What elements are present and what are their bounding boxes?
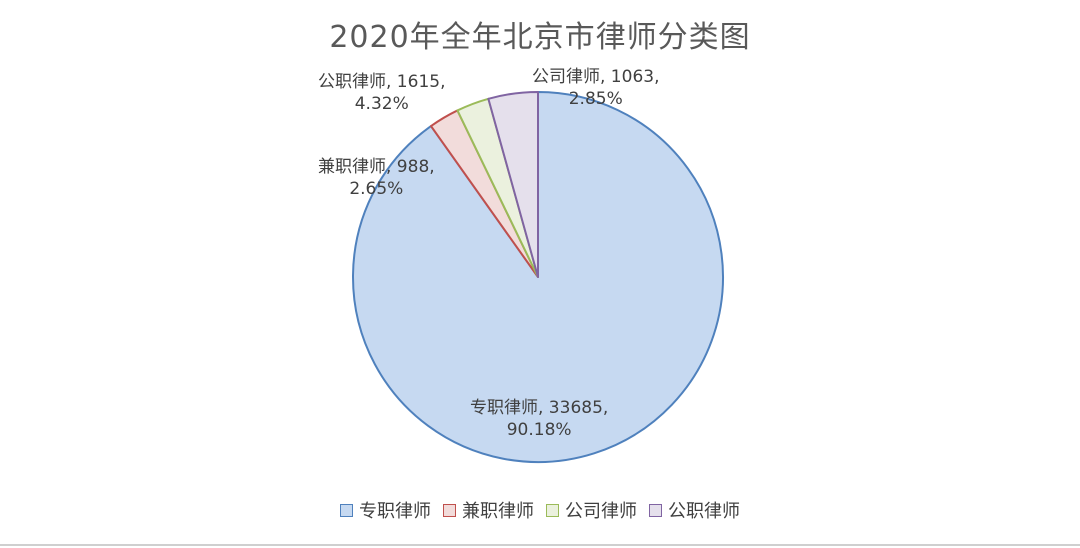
bottom-divider (0, 544, 1080, 546)
pie-slice-public (487, 91, 539, 278)
data-label-corporate-line1: 公司律师, 1063, (532, 67, 660, 87)
legend-swatch-full-time (340, 503, 353, 517)
legend-item-corporate: 公司律师 (546, 497, 637, 523)
legend-item-public: 公职律师 (649, 497, 740, 523)
data-label-public-line2: 4.32% (354, 94, 409, 114)
data-label-full-time: 专职律师, 33685, 90.18% (470, 397, 608, 441)
data-label-full-time-line2: 90.18% (506, 420, 572, 440)
chart-legend: 专职律师 兼职律师 公司律师 公职律师 (0, 497, 1080, 523)
data-label-part-time-line1: 兼职律师, 988, (318, 157, 435, 177)
data-label-part-time-line2: 2.65% (349, 179, 404, 199)
chart-title: 2020年全年北京市律师分类图 (329, 20, 751, 55)
legend-label-part-time: 兼职律师 (462, 501, 534, 522)
data-label-full-time-line1: 专职律师, 33685, (470, 398, 609, 418)
data-label-corporate-line2: 2.85% (568, 89, 623, 109)
legend-swatch-corporate (546, 503, 559, 517)
data-label-corporate: 公司律师, 1063, 2.85% (532, 66, 659, 110)
data-label-public: 公职律师, 1615, 4.32% (318, 71, 445, 115)
legend-swatch-public (649, 503, 662, 517)
data-label-part-time: 兼职律师, 988, 2.65% (318, 156, 435, 200)
legend-swatch-part-time (443, 503, 456, 517)
legend-label-full-time: 专职律师 (359, 501, 431, 522)
legend-label-public: 公职律师 (668, 501, 740, 522)
legend-label-corporate: 公司律师 (565, 501, 637, 522)
legend-item-part-time: 兼职律师 (443, 497, 534, 523)
legend-item-full-time: 专职律师 (340, 497, 431, 523)
data-label-public-line1: 公职律师, 1615, (318, 72, 446, 92)
